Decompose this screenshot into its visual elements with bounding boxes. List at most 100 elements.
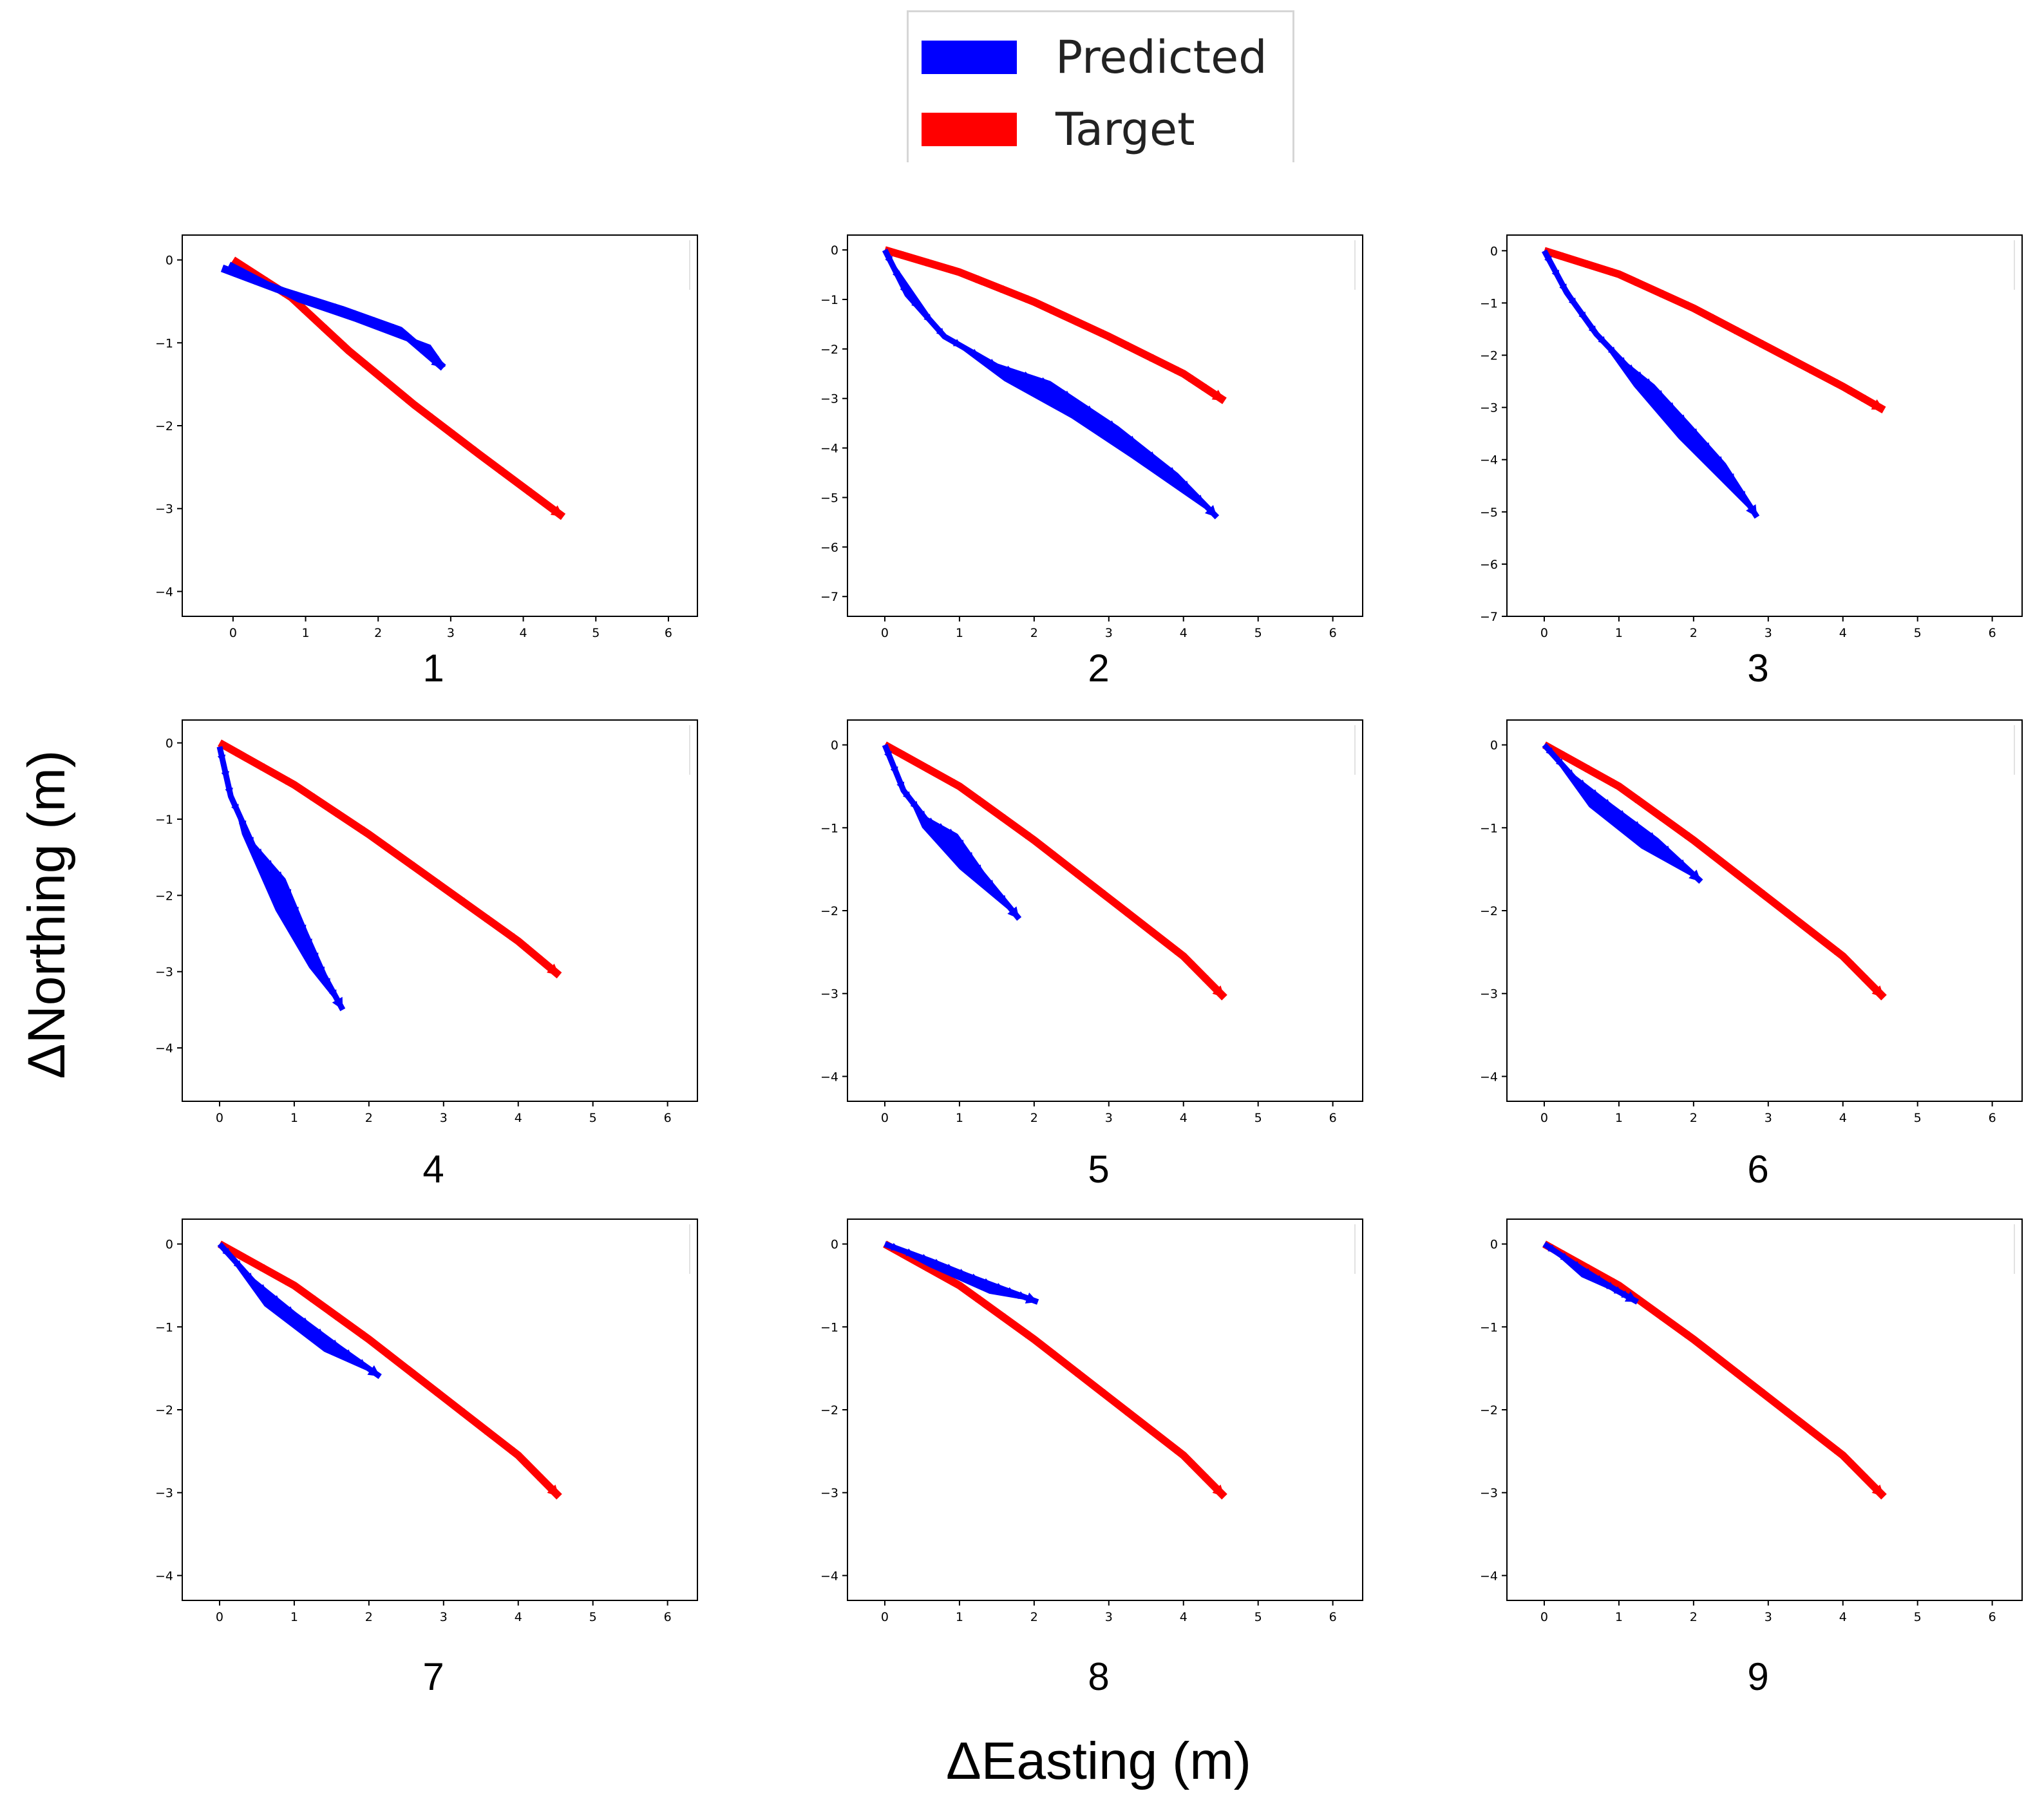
x-tick-label: 0 (1540, 626, 1548, 640)
quiver-arrowhead (1647, 832, 1656, 840)
quiver-arrowhead (360, 1331, 369, 1340)
legend-swatch-predicted (922, 41, 1017, 74)
quiver-arrowhead (1655, 390, 1664, 399)
quiver-arrowhead (547, 963, 560, 976)
y-tick-label: −2 (1480, 349, 1498, 363)
quiver-arrowhead (1568, 297, 1577, 307)
legend-label-target: Target (1055, 103, 1195, 156)
quiver-arrowhead (1100, 890, 1109, 898)
x-tick-label: 6 (1329, 626, 1337, 640)
quiver-arrowhead (1084, 405, 1094, 413)
quiver-arrowhead (238, 820, 247, 830)
quiver-arrowhead (427, 413, 437, 422)
quiver-shaft (218, 739, 562, 979)
x-tick-label: 3 (1765, 1111, 1772, 1125)
quiver-arrowhead (333, 303, 342, 312)
quiver-arrowhead (1585, 260, 1595, 268)
panels: 0 1 2 3 4 5 6 0 −1 −2 −3 −4 1 0 1 2 3 4 5 6 0 −1 −2 −3 −4 −5 −6 −7 2… (155, 234, 2023, 1698)
quiver-arrowhead (925, 764, 935, 773)
x-tick-label: 5 (1254, 626, 1262, 640)
x-tick-label: 3 (1105, 1610, 1113, 1624)
quiver-arrowhead (1833, 379, 1843, 387)
quiver-arrowhead (970, 348, 979, 357)
quiver-arrowhead (434, 880, 444, 888)
axes-frame (182, 1218, 698, 1601)
y-tick-label: −2 (820, 1403, 838, 1418)
quiver-arrowhead (459, 897, 469, 906)
quiver-arrowhead (1861, 394, 1871, 403)
quiver-arrowhead (1025, 832, 1034, 840)
quiver-arrowhead (260, 1264, 270, 1272)
x-tick-label: 2 (1690, 626, 1698, 640)
quiver-arrowhead (1107, 420, 1117, 428)
y-tick-label: −3 (1480, 1486, 1498, 1501)
x-tick-label: 0 (216, 1111, 223, 1125)
quiver-arrowhead (951, 266, 960, 274)
quiver-arrowhead (900, 751, 910, 759)
subplot-6: 0 1 2 3 4 5 6 0 −1 −2 −3 −4 6 (1480, 719, 2023, 1191)
y-tick-label: −4 (155, 1041, 173, 1056)
quiver-arrowhead (896, 781, 905, 791)
quiver-arrowhead (925, 258, 935, 267)
x-tick-label: 4 (1839, 626, 1847, 640)
series-predicted (882, 743, 1022, 921)
quiver-arrowhead (1547, 1244, 1557, 1253)
legend-swatch-target (922, 113, 1017, 146)
quiver-arrowhead (1784, 1408, 1793, 1417)
y-tick-label: −6 (820, 540, 838, 555)
quiver-arrowhead (975, 796, 985, 804)
quiver-arrowhead (936, 328, 945, 337)
quiver-arrowhead (294, 291, 303, 299)
quiver-arrowhead (1617, 810, 1627, 819)
quiver-shaft (1542, 741, 1887, 1001)
quiver-arrowhead (1174, 366, 1184, 374)
quiver-arrowhead (1746, 504, 1757, 517)
quiver-arrowhead (945, 1264, 955, 1272)
quiver-arrowhead (231, 804, 239, 813)
quiver-arrowhead (321, 325, 330, 334)
series-target (1542, 1240, 1887, 1500)
quiver-arrowhead (1195, 495, 1204, 504)
quiver-arrowhead (1609, 779, 1619, 786)
series-target (1542, 741, 1887, 1001)
quiver-arrowhead (1212, 1484, 1225, 1497)
quiver-arrowhead (536, 956, 546, 964)
quiver-arrowhead (245, 1272, 254, 1282)
quiver-arrowhead (547, 1484, 560, 1497)
axes-frame (1506, 719, 2023, 1102)
quiver-arrowhead (1546, 747, 1555, 756)
quiver-arrowhead (221, 771, 230, 780)
quiver-arrowhead (1590, 789, 1599, 798)
quiver-arrowhead (1613, 1286, 1623, 1294)
quiver-arrowhead (274, 871, 283, 880)
panel-label: 2 (1088, 647, 1109, 690)
panel-label: 9 (1747, 1655, 1768, 1698)
x-tick-label: 3 (1105, 626, 1113, 640)
axes-frame (1506, 234, 2023, 617)
y-tick-label: −1 (820, 821, 838, 835)
series-predicted (1542, 249, 1760, 519)
quiver-arrowhead (372, 317, 381, 325)
quiver-arrowhead (298, 924, 307, 934)
quiver-band (1544, 251, 1757, 517)
y-tick-label: −7 (1480, 610, 1498, 624)
quiver-arrowhead (1684, 301, 1694, 309)
quiver-arrowhead (1685, 832, 1694, 840)
x-tick-label: 5 (1254, 1111, 1262, 1125)
quiver-arrowhead (352, 310, 361, 318)
quiver-arrowhead (274, 285, 284, 293)
quiver-arrowhead (1737, 490, 1746, 500)
y-tick-label: −1 (1480, 821, 1498, 835)
x-tick-label: 4 (1839, 1111, 1847, 1125)
quiver-arrowhead (923, 314, 932, 323)
quiver-arrowhead (1124, 909, 1134, 918)
quiver-arrowhead (1734, 870, 1744, 879)
series-predicted (884, 1241, 1039, 1305)
quiver-arrowhead (1566, 769, 1575, 779)
quiver-arrowhead (314, 297, 323, 305)
series-target (218, 1240, 562, 1500)
quiver-arrowhead (1188, 1460, 1197, 1470)
quiver-arrowhead (283, 889, 292, 898)
legend-label-predicted: Predicted (1055, 31, 1267, 84)
y-tick-label: 0 (1490, 739, 1498, 753)
